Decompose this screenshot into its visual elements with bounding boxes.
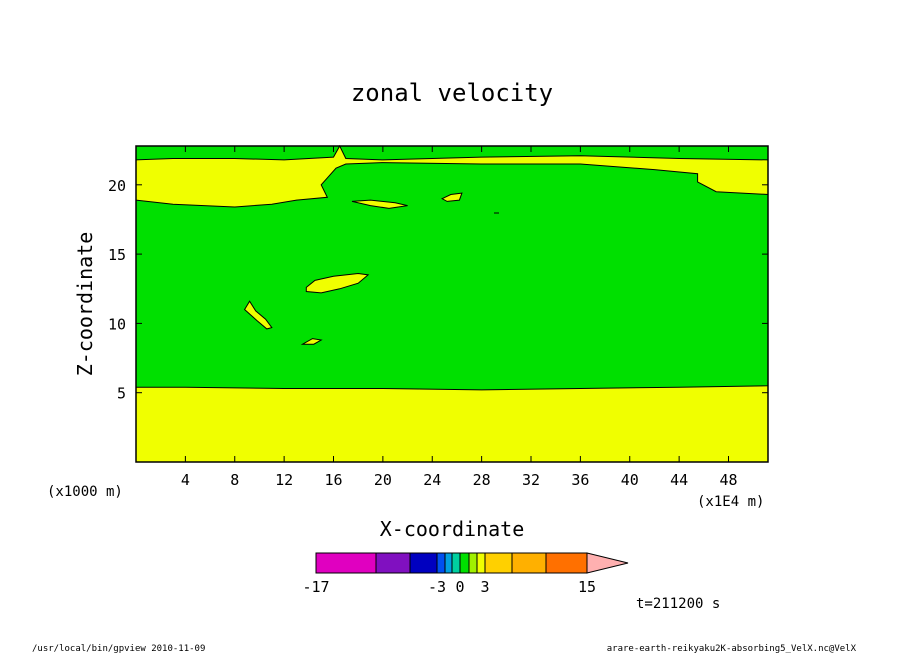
x-tick-label: 8 <box>230 471 239 489</box>
colorbar-label: -17 <box>302 578 329 596</box>
y-tick-label: 5 <box>117 385 126 403</box>
y-axis-label: Z-coordinate <box>73 232 97 377</box>
x-tick-label: 20 <box>374 471 392 489</box>
x-tick-label: 40 <box>621 471 639 489</box>
region-island-3 <box>305 272 370 294</box>
footer-left: /usr/local/bin/gpview 2010-11-09 <box>32 644 205 654</box>
colorbar-segment <box>436 552 446 574</box>
x-tick-label: 32 <box>522 471 540 489</box>
colorbar-segment <box>409 552 438 574</box>
colorbar-segment <box>459 552 470 574</box>
colorbar-label: 15 <box>578 578 596 596</box>
y-tick-label: 15 <box>108 246 126 264</box>
colorbar-segment <box>451 552 461 574</box>
y-tick-label: 20 <box>108 177 126 195</box>
colorbar-label: 0 <box>455 578 464 596</box>
colorbar-labels: -17 -3 0 3 15 <box>302 578 596 596</box>
footer-right: arare-earth-reikyaku2K-absorbing5_VelX.n… <box>607 644 857 654</box>
x-tick-label: 24 <box>423 471 441 489</box>
colorbar-segment <box>476 552 486 574</box>
x-axis-ticks: 4 8 12 16 20 24 28 32 36 40 44 48 <box>181 146 738 489</box>
colorbar-label: -3 <box>428 578 446 596</box>
colorbar-segment <box>444 552 453 574</box>
colorbar-segment <box>484 552 513 574</box>
region-island-5 <box>300 338 323 345</box>
x-tick-label: 16 <box>324 471 342 489</box>
x-tick-label: 4 <box>181 471 190 489</box>
x-unit-label: (x1E4 m) <box>697 494 764 510</box>
colorbar-segment <box>375 552 411 574</box>
region-island-2 <box>441 192 463 202</box>
x-tick-label: 28 <box>473 471 491 489</box>
plot-frame <box>135 145 769 463</box>
region-island-1 <box>351 199 408 209</box>
x-tick-label: 48 <box>719 471 737 489</box>
colorbar-segment <box>468 552 478 574</box>
y-axis-ticks: 5 10 15 20 <box>108 177 768 403</box>
x-axis-label: X-coordinate <box>380 517 525 541</box>
y-unit-label: (x1000 m) <box>47 484 123 500</box>
x-tick-label: 12 <box>275 471 293 489</box>
colorbar-arrow <box>586 552 629 574</box>
colorbar-segment <box>315 552 377 574</box>
colorbar-segment <box>545 552 588 574</box>
region-island-4 <box>243 300 273 330</box>
y-tick-label: 10 <box>108 315 126 333</box>
colorbar-segment <box>511 552 547 574</box>
time-label: t=211200 s <box>636 596 720 612</box>
region-top-green-strip <box>135 144 769 161</box>
colorbar <box>315 552 629 574</box>
contour-regions <box>135 144 769 391</box>
chart-title: zonal velocity <box>351 79 553 107</box>
x-tick-label: 36 <box>571 471 589 489</box>
x-tick-label: 44 <box>670 471 688 489</box>
region-main-green-band <box>135 162 769 391</box>
colorbar-label: 3 <box>480 578 489 596</box>
